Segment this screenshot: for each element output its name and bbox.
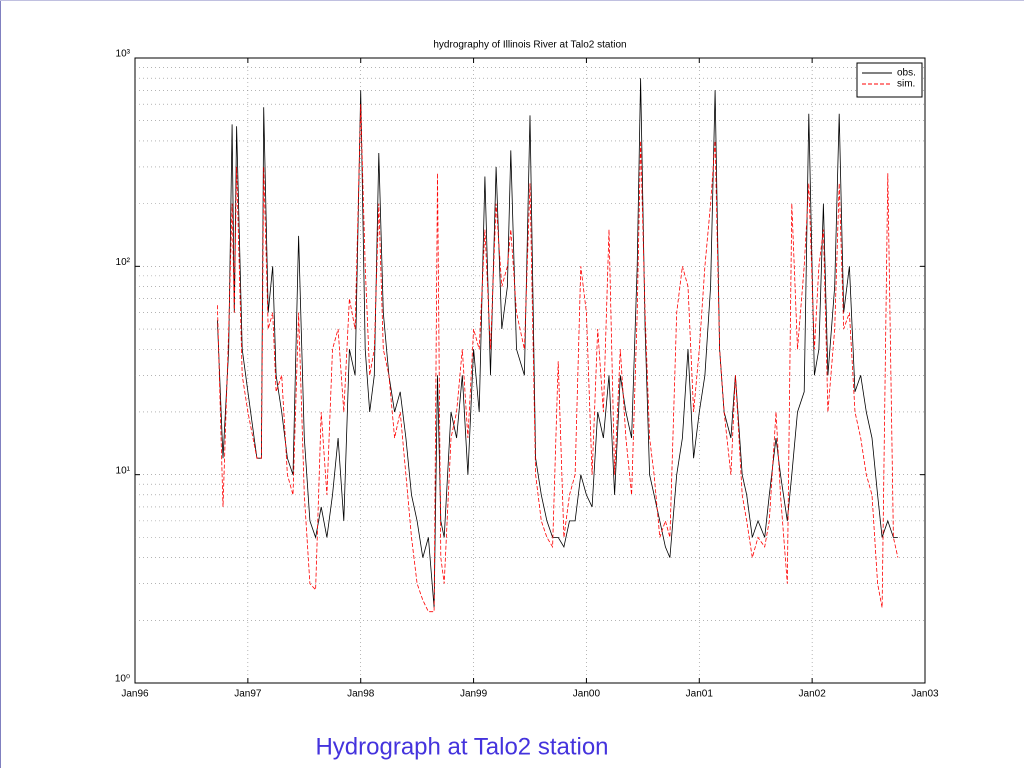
x-tick-label: Jan98 xyxy=(347,689,375,700)
x-tick-label: Jan01 xyxy=(686,689,714,700)
x-tick-label: Jan96 xyxy=(121,689,149,700)
x-tick-label: Jan00 xyxy=(573,689,601,700)
y-tick-label: 10³ xyxy=(116,49,131,60)
x-tick-label: Jan97 xyxy=(234,689,262,700)
x-tick-label: Jan03 xyxy=(911,689,939,700)
chart-title: hydrography of Illinois River at Talo2 s… xyxy=(433,40,626,51)
plot-area xyxy=(134,57,926,684)
series-line xyxy=(217,104,899,613)
y-tick-label: 10¹ xyxy=(116,465,131,476)
y-tick-label: 10² xyxy=(116,257,131,268)
x-tick-label: Jan02 xyxy=(799,689,827,700)
x-tick-label: Jan99 xyxy=(460,689,488,700)
y-tick-label: 10⁰ xyxy=(115,674,130,685)
legend-label: obs. xyxy=(897,68,916,79)
legend-label: sim. xyxy=(897,79,915,90)
legend-box xyxy=(856,62,923,98)
caption: Hydrograph at Talo2 station xyxy=(315,733,608,760)
